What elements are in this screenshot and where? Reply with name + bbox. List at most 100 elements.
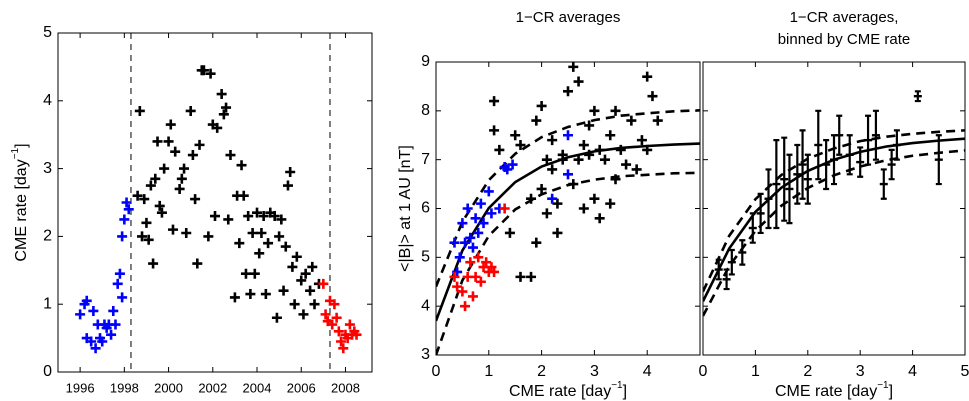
- data-point: [652, 115, 663, 126]
- data-point: [568, 179, 579, 190]
- data-point: [192, 258, 203, 269]
- data-point: [167, 224, 178, 235]
- data-point: [536, 100, 547, 111]
- data-point: [642, 71, 653, 82]
- data-point: [132, 190, 143, 201]
- axes-box: [702, 61, 966, 356]
- data-point: [610, 105, 621, 116]
- data-point: [150, 173, 161, 184]
- y-axis-label: CME rate [day−1]: [10, 143, 31, 261]
- data-point: [134, 105, 145, 116]
- data-point: [610, 174, 621, 185]
- data-point: [212, 122, 223, 133]
- data-point: [504, 227, 515, 238]
- data-point: [475, 198, 486, 209]
- data-point: [117, 231, 128, 242]
- data-point: [216, 89, 227, 100]
- x-tick-label: 2: [537, 363, 546, 380]
- data-point: [470, 271, 481, 282]
- data-point: [170, 146, 181, 157]
- data-point: [309, 299, 320, 310]
- data-point: [143, 234, 154, 245]
- x-tick-label: 5: [961, 363, 969, 380]
- data-point: [465, 257, 476, 268]
- data-point: [156, 207, 167, 218]
- data-point: [121, 197, 132, 208]
- data-point: [320, 309, 331, 320]
- data-point: [296, 275, 307, 286]
- data-point: [594, 213, 605, 224]
- y-tick-label: 8: [421, 102, 430, 119]
- data-point: [327, 319, 338, 330]
- data-point: [499, 203, 510, 214]
- data-point: [205, 68, 216, 79]
- data-point: [536, 183, 547, 194]
- data-point: [274, 231, 285, 242]
- data-point: [148, 258, 159, 269]
- data-point: [225, 150, 236, 161]
- data-point: [123, 204, 134, 215]
- data-point: [338, 343, 349, 354]
- data-point: [187, 150, 198, 161]
- data-point: [483, 186, 494, 197]
- data-point: [552, 227, 563, 238]
- data-point: [289, 299, 300, 310]
- x-axis-label-sup: −1: [877, 380, 889, 391]
- data-point: [329, 299, 340, 310]
- data-point: [278, 285, 289, 296]
- data-point: [263, 238, 274, 249]
- data-point: [258, 211, 269, 222]
- data-point: [515, 140, 526, 151]
- x-axis-label-sup: −1: [611, 380, 623, 391]
- data-point: [234, 238, 245, 249]
- data-point: [465, 232, 476, 243]
- x-tick-label: 2004: [243, 380, 272, 395]
- data-point: [139, 194, 150, 205]
- data-point: [254, 248, 265, 259]
- data-point: [344, 319, 355, 330]
- data-point: [449, 237, 460, 248]
- y-tick-label: 1: [43, 295, 52, 312]
- data-point: [181, 228, 192, 239]
- data-point: [276, 214, 287, 225]
- data-point: [475, 276, 486, 287]
- chart-title: 1−CR averages: [516, 9, 621, 26]
- data-point: [318, 278, 329, 289]
- chart-title: binned by CME rate: [778, 31, 911, 48]
- data-point: [285, 166, 296, 177]
- data-point: [198, 65, 209, 76]
- x-tick-label: 3: [590, 363, 599, 380]
- y-tick-label: 5: [43, 24, 52, 41]
- data-point: [573, 154, 584, 165]
- data-point: [589, 105, 600, 116]
- data-point: [159, 163, 170, 174]
- data-point: [176, 173, 187, 184]
- x-axis-label-end: ]: [889, 383, 893, 400]
- data-point: [229, 292, 240, 303]
- data-point: [86, 336, 97, 347]
- data-point: [541, 154, 552, 165]
- y-tick-label: 9: [421, 53, 430, 70]
- data-point: [578, 203, 589, 214]
- data-point: [300, 268, 311, 279]
- data-point: [541, 208, 552, 219]
- data-point: [526, 193, 537, 204]
- data-point: [547, 135, 558, 146]
- data-point: [502, 164, 513, 175]
- x-axis-label: CME rate [day−1]: [509, 380, 627, 401]
- data-point: [165, 119, 176, 130]
- data-point: [247, 228, 258, 239]
- data-point: [236, 160, 247, 171]
- y-tick-label: 6: [421, 200, 430, 217]
- x-tick-label: 1996: [66, 380, 95, 395]
- x-tick-label: 0: [699, 363, 708, 380]
- data-point: [599, 154, 610, 165]
- data-point: [547, 164, 558, 175]
- data-point: [563, 169, 573, 180]
- data-point: [594, 144, 605, 155]
- x-tick-label: 2000: [154, 380, 183, 395]
- x-tick-label: 1: [484, 363, 493, 380]
- data-point: [547, 193, 558, 204]
- x-tick-label: 2006: [287, 380, 316, 395]
